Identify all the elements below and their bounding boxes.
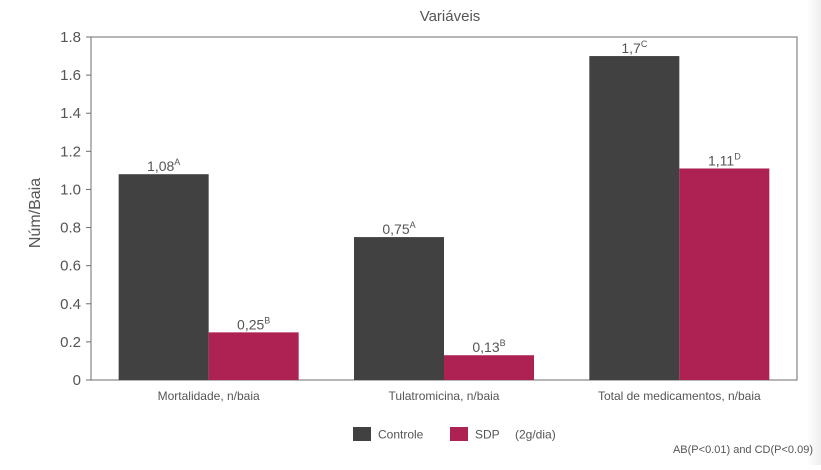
y-axis-label: Núm/Baia — [27, 178, 44, 248]
x-tick-label: Tulatromicina, n/baia — [389, 389, 500, 403]
bar-sdp — [208, 332, 299, 380]
data-label: 1,7C — [621, 39, 647, 56]
legend-swatch-controle — [353, 427, 371, 441]
y-tick-label: 0.4 — [60, 296, 81, 313]
chart-title: Variáveis — [420, 8, 481, 25]
bar-controle — [118, 174, 209, 380]
x-tick-label: Mortalidade, n/baia — [158, 389, 260, 403]
data-label: 1,11D — [708, 151, 741, 168]
y-tick-label: 1.0 — [60, 181, 81, 198]
y-tick-label: 1.4 — [60, 105, 81, 122]
bar-sdp — [444, 355, 534, 380]
x-axis-labels: Mortalidade, n/baia Tulatromicina, n/baia… — [158, 389, 761, 403]
data-label: 1,08A — [147, 157, 180, 174]
bar-controle — [354, 237, 444, 380]
legend-swatch-sdp — [450, 427, 468, 441]
data-label: 0,25B — [237, 315, 270, 332]
bar-sdp — [679, 168, 770, 380]
legend: Controle SDP (2g/dia) — [353, 427, 556, 442]
y-tick-label: 1.6 — [60, 67, 81, 84]
legend-label-sdp-dose: (2g/dia) — [515, 428, 556, 442]
x-tick-label: Total de medicamentos, n/baia — [598, 389, 761, 403]
significance-footnote: AB(P<0.01) and CD(P<0.09) — [672, 444, 813, 456]
y-tick-label: 0.2 — [60, 334, 81, 351]
data-label: 0,75A — [382, 220, 415, 237]
right-edge-shadow — [807, 0, 821, 465]
y-tick-label: 1.2 — [60, 143, 81, 160]
bars-group: 1,08A 0,25B 0,75A 0,13B 1,7C 1,11D — [118, 39, 770, 381]
legend-label-sdp: SDP — [475, 428, 500, 442]
y-tick-label: 0.8 — [60, 220, 81, 237]
y-tick-label: 0.6 — [60, 258, 81, 275]
y-tick-label: 0 — [73, 372, 81, 389]
bar-controle — [589, 56, 680, 381]
legend-label-controle: Controle — [378, 428, 424, 442]
y-tick-label: 1.8 — [60, 29, 81, 46]
data-label: 0,13B — [472, 338, 505, 355]
y-axis-ticks: 0 0.2 0.4 0.6 0.8 1.0 1.2 1.4 1.6 1.8 — [60, 29, 91, 389]
